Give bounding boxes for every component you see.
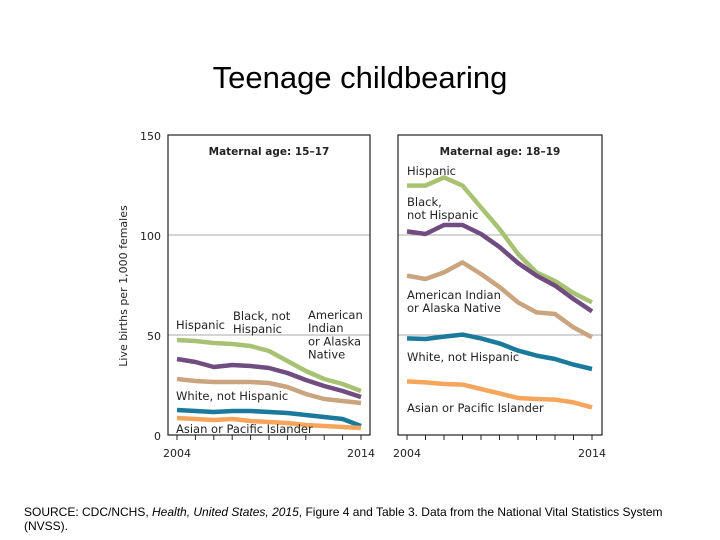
series-label: Hispanic: [407, 164, 456, 178]
series-line-black-not-hispanic: [176, 356, 362, 400]
y-tick-label-100: 100: [140, 230, 161, 243]
series-label: Black, not Hispanic: [233, 309, 291, 336]
series-line-hispanic: [407, 175, 594, 305]
slide-title: Teenage childbearing: [212, 60, 508, 95]
series-label: White, not Hispanic: [176, 389, 288, 403]
series-line-asian-or-pacific-islander: [406, 379, 593, 410]
x-tick-label: 2014: [347, 447, 375, 460]
series-line-hispanic: [176, 337, 362, 394]
series-line-white-not-hispanic: [176, 407, 362, 429]
series-label: White, not Hispanic: [407, 350, 519, 364]
y-tick-label-50: 50: [147, 330, 161, 343]
teen-birth-chart: 0 50 100 150 Live births per 1,000 females 20…: [117, 130, 606, 460]
source-note: SOURCE: CDC/NCHS, Health, United States,…: [24, 505, 704, 533]
series-label: Black, not Hispanic: [407, 195, 478, 222]
series-label: American Indian or Alaska Native: [407, 288, 501, 315]
source-prefix: SOURCE: CDC/NCHS,: [24, 505, 153, 519]
series-line-white-not-hispanic: [406, 332, 593, 372]
series-line-american-indian-or-alaska-native: [176, 376, 362, 406]
source-title: Health, United States, 2015: [152, 505, 299, 519]
series-label: Asian or Pacific Islander: [176, 422, 313, 436]
x-tick-label: 2004: [393, 447, 421, 460]
series-line-black-not-hispanic: [406, 222, 594, 314]
x-tick-label: 2004: [163, 447, 191, 460]
y-tick-label-0: 0: [154, 430, 161, 443]
series-line-asian-or-pacific-islander: [176, 415, 362, 431]
series-label: Asian or Pacific Islander: [407, 401, 544, 415]
x-tick-label: 2014: [578, 447, 606, 460]
y-axis-label: Live births per 1,000 females: [117, 205, 130, 367]
series-label: American Indian or Alaska Native: [308, 308, 363, 362]
panel-title: Maternal age: 15–17: [209, 146, 330, 158]
y-tick-label-150: 150: [140, 130, 161, 143]
source-suffix: , Figure 4 and Table 3. Data from the Na…: [24, 505, 663, 533]
panel-title: Maternal age: 18–19: [440, 146, 561, 158]
series-label: Hispanic: [176, 318, 225, 332]
series-line-american-indian-or-alaska-native: [406, 260, 594, 340]
